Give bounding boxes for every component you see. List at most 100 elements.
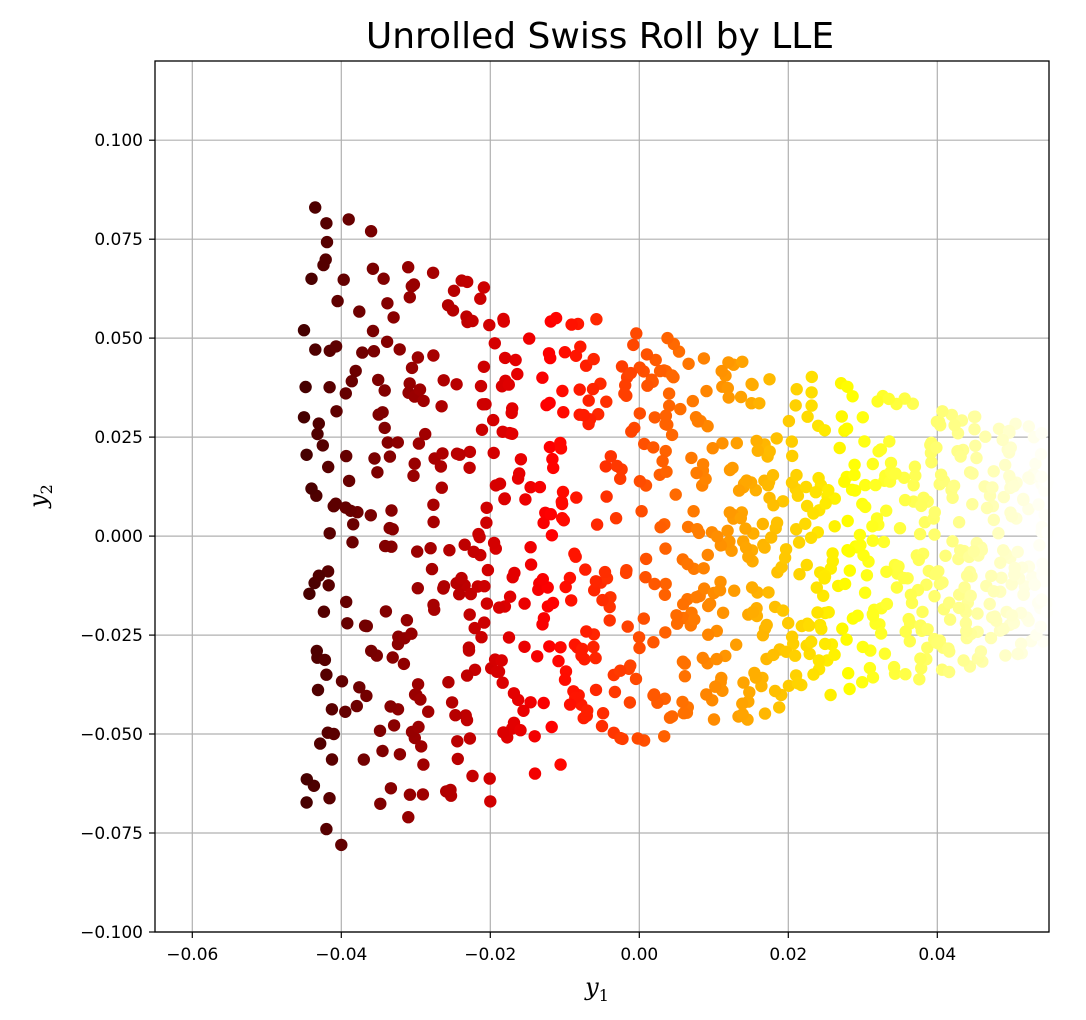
scatter-point: [610, 459, 624, 473]
scatter-point: [756, 629, 770, 642]
scatter-point: [589, 651, 602, 665]
scatter-point: [737, 676, 750, 689]
scatter-point: [768, 684, 782, 698]
scatter-point: [411, 351, 425, 364]
scatter-point: [892, 560, 905, 573]
scatter-point: [630, 327, 643, 340]
scatter-point: [812, 471, 825, 485]
scatter-point: [734, 390, 748, 404]
scatter-point: [466, 314, 479, 328]
scatter-point: [478, 616, 491, 629]
scatter-point: [856, 411, 869, 424]
scatter-point: [537, 516, 550, 530]
scatter-point: [378, 384, 391, 397]
scatter-point: [841, 514, 854, 528]
scatter-point: [1034, 620, 1047, 633]
scatter-point: [386, 523, 399, 536]
scatter-point: [331, 294, 344, 308]
scatter-point: [517, 704, 530, 717]
scatter-point: [730, 638, 743, 651]
scatter-point: [474, 379, 488, 393]
scatter-point: [374, 797, 387, 810]
scatter-point: [451, 735, 464, 748]
scatter-point: [477, 281, 491, 294]
scatter-point: [411, 545, 424, 558]
scatter-point: [417, 394, 430, 408]
scatter-point: [856, 640, 869, 654]
scatter-point: [792, 536, 806, 549]
scatter-point: [782, 414, 796, 428]
scatter-point: [340, 595, 353, 609]
scatter-point: [969, 439, 982, 452]
scatter-point: [947, 479, 961, 492]
scatter-point: [863, 661, 877, 675]
scatter-point: [785, 630, 799, 643]
scatter-point: [558, 346, 572, 359]
scatter-point: [461, 275, 474, 289]
scatter-point: [635, 505, 648, 518]
scatter-point: [554, 758, 567, 771]
scatter-point: [838, 577, 852, 591]
scatter-point: [447, 284, 461, 297]
scatter-point: [649, 353, 662, 367]
scatter-point: [596, 593, 609, 607]
scatter-point: [403, 291, 416, 304]
scatter-point: [1028, 578, 1041, 591]
scatter-point: [589, 683, 603, 697]
scatter-point: [317, 258, 330, 272]
scatter-point: [730, 436, 743, 450]
scatter-point: [698, 582, 711, 595]
scatter-point: [335, 675, 349, 688]
scatter-point: [1022, 502, 1035, 516]
scatter-point: [751, 444, 764, 457]
scatter-point: [543, 640, 556, 653]
scatter-point: [397, 657, 411, 671]
scatter-point: [311, 683, 325, 697]
scatter-point: [411, 678, 425, 691]
scatter-point: [681, 557, 694, 571]
scatter-point: [436, 447, 449, 460]
scatter-point: [481, 563, 495, 577]
scatter-point: [942, 665, 956, 679]
scatter-point: [782, 616, 795, 630]
x-axis-label: y1: [584, 973, 609, 1005]
scatter-point: [490, 665, 504, 678]
scatter-point: [687, 505, 700, 518]
scatter-point: [365, 644, 378, 658]
scatter-point: [546, 596, 560, 610]
scatter-point: [322, 460, 335, 474]
scatter-point: [908, 460, 922, 473]
scatter-point: [463, 461, 476, 474]
scatter-point: [621, 620, 634, 633]
scatter-point: [1005, 510, 1018, 523]
scatter-point: [716, 437, 729, 450]
scatter-point: [603, 614, 616, 627]
scatter-point: [467, 545, 480, 558]
y-tick-label: 0.075: [94, 230, 143, 250]
scatter-point: [364, 509, 377, 522]
scatter-point: [691, 415, 705, 428]
scatter-point: [405, 361, 419, 375]
x-tick-label: 0.02: [769, 945, 807, 965]
scatter-point: [435, 400, 448, 413]
scatter-point: [508, 566, 521, 580]
scatter-point: [974, 645, 988, 658]
scatter-point: [555, 495, 568, 508]
scatter-point: [678, 670, 692, 683]
scatter-point: [887, 660, 901, 674]
scatter-point: [967, 545, 980, 558]
scatter-point: [931, 636, 944, 650]
scatter-point: [715, 671, 728, 685]
scatter-point: [502, 378, 515, 391]
scatter-point: [721, 381, 734, 395]
scatter-point: [496, 676, 509, 689]
scatter-point: [904, 588, 918, 601]
scatter-point: [810, 581, 823, 594]
scatter-point: [866, 457, 879, 471]
scatter-point: [696, 458, 710, 471]
scatter-point: [451, 752, 464, 766]
scatter-point: [903, 635, 916, 648]
scatter-point: [487, 536, 501, 550]
scatter-point: [497, 726, 510, 739]
scatter-point: [997, 622, 1010, 636]
